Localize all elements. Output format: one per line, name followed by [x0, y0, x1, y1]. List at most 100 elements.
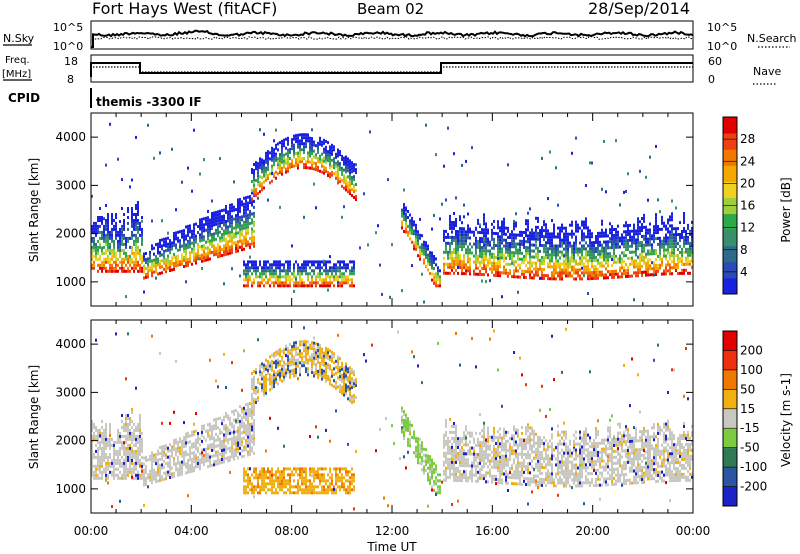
- echo-cell: [175, 237, 177, 241]
- echo-cell: [309, 260, 311, 264]
- echo-cell: [623, 269, 625, 273]
- echo-cell: [555, 244, 557, 248]
- echo-cell: [265, 476, 267, 480]
- echo-cell: [109, 263, 111, 267]
- echo-cell: [197, 450, 199, 453]
- echo-cell: [447, 126, 449, 130]
- echo-cell: [643, 255, 645, 259]
- echo-cell: [317, 275, 319, 279]
- echo-cell: [521, 251, 523, 255]
- echo-cell: [107, 464, 109, 468]
- echo-cell: [293, 272, 295, 276]
- echo-cell: [549, 238, 551, 242]
- echo-cell: [239, 431, 241, 435]
- echo-cell: [229, 437, 231, 441]
- echo-cell: [219, 239, 221, 243]
- echo-cell: [503, 271, 505, 275]
- echo-cell: [431, 263, 433, 267]
- echo-cell: [273, 175, 275, 179]
- echo-cell: [269, 473, 271, 477]
- echo-cell: [479, 237, 481, 240]
- echo-cell: [205, 222, 207, 226]
- echo-cell: [333, 148, 335, 152]
- echo-cell: [255, 401, 257, 404]
- echo-cell: [127, 332, 129, 336]
- echo-cell: [283, 162, 285, 166]
- echo-cell: [169, 248, 171, 252]
- echo-cell: [657, 228, 659, 231]
- echo-cell: [187, 257, 189, 261]
- echo-cell: [329, 145, 331, 149]
- echo-cell: [501, 232, 503, 236]
- echo-cell: [417, 236, 419, 240]
- echo-cell: [99, 467, 101, 471]
- echo-cell: [597, 249, 599, 253]
- echo-cell: [405, 215, 407, 219]
- echo-cell: [585, 226, 587, 230]
- echo-cell: [557, 253, 559, 257]
- echo-cell: [327, 156, 329, 160]
- echo-cell: [151, 334, 153, 338]
- echo-cell: [517, 257, 519, 261]
- echo-cell: [525, 252, 527, 256]
- echo-cell: [225, 447, 227, 451]
- echo-cell: [457, 230, 459, 234]
- echo-cell: [183, 445, 185, 449]
- echo-cell: [325, 281, 327, 285]
- echo-cell: [521, 230, 523, 234]
- echo-cell: [91, 251, 93, 255]
- echo-cell: [137, 476, 139, 480]
- echo-cell: [179, 242, 181, 246]
- echo-cell: [263, 476, 265, 480]
- echo-cell: [289, 467, 291, 471]
- echo-cell: [231, 233, 233, 237]
- echo-cell: [91, 239, 93, 243]
- echo-cell: [249, 488, 251, 492]
- echo-cell: [281, 169, 283, 173]
- echo-cell: [255, 188, 257, 191]
- echo-cell: [135, 135, 137, 139]
- echo-cell: [195, 444, 197, 448]
- echo-cell: [193, 250, 195, 254]
- echo-cell: [609, 237, 611, 241]
- echo-cell: [267, 177, 269, 180]
- echo-cell: [445, 247, 447, 251]
- echo-cell: [463, 245, 465, 249]
- echo-cell: [615, 236, 617, 240]
- echo-cell: [273, 151, 275, 155]
- echo-cell: [325, 278, 327, 282]
- echo-cell: [273, 355, 275, 359]
- echo-cell: [233, 436, 235, 440]
- echo-cell: [683, 271, 685, 275]
- echo-cell: [325, 275, 327, 279]
- echo-cell: [259, 275, 261, 279]
- echo-cell: [289, 266, 291, 270]
- echo-cell: [529, 252, 531, 256]
- echo-cell: [299, 281, 301, 285]
- echo-cell: [127, 260, 129, 264]
- echo-cell: [243, 421, 245, 425]
- echo-cell: [231, 443, 233, 447]
- echo-cell: [109, 426, 111, 429]
- echo-cell: [297, 145, 299, 149]
- echo-cell: [195, 258, 197, 262]
- echo-cell: [323, 269, 325, 273]
- echo-cell: [677, 242, 679, 246]
- echo-cell: [535, 264, 537, 268]
- echo-cell: [547, 229, 549, 233]
- echo-cell: [355, 163, 357, 167]
- echo-cell: [601, 252, 603, 256]
- echo-cell: [485, 231, 487, 235]
- echo-cell: [331, 149, 333, 153]
- echo-cell: [481, 237, 483, 241]
- echo-cell: [463, 233, 465, 237]
- echo-cell: [277, 491, 279, 495]
- echo-cell: [549, 244, 551, 248]
- echo-cell: [131, 449, 133, 453]
- echo-cell: [245, 196, 247, 200]
- echo-cell: [127, 443, 129, 447]
- echo-cell: [587, 235, 589, 239]
- echo-cell: [555, 247, 557, 251]
- echo-cell: [173, 439, 175, 442]
- echo-cell: [547, 232, 549, 236]
